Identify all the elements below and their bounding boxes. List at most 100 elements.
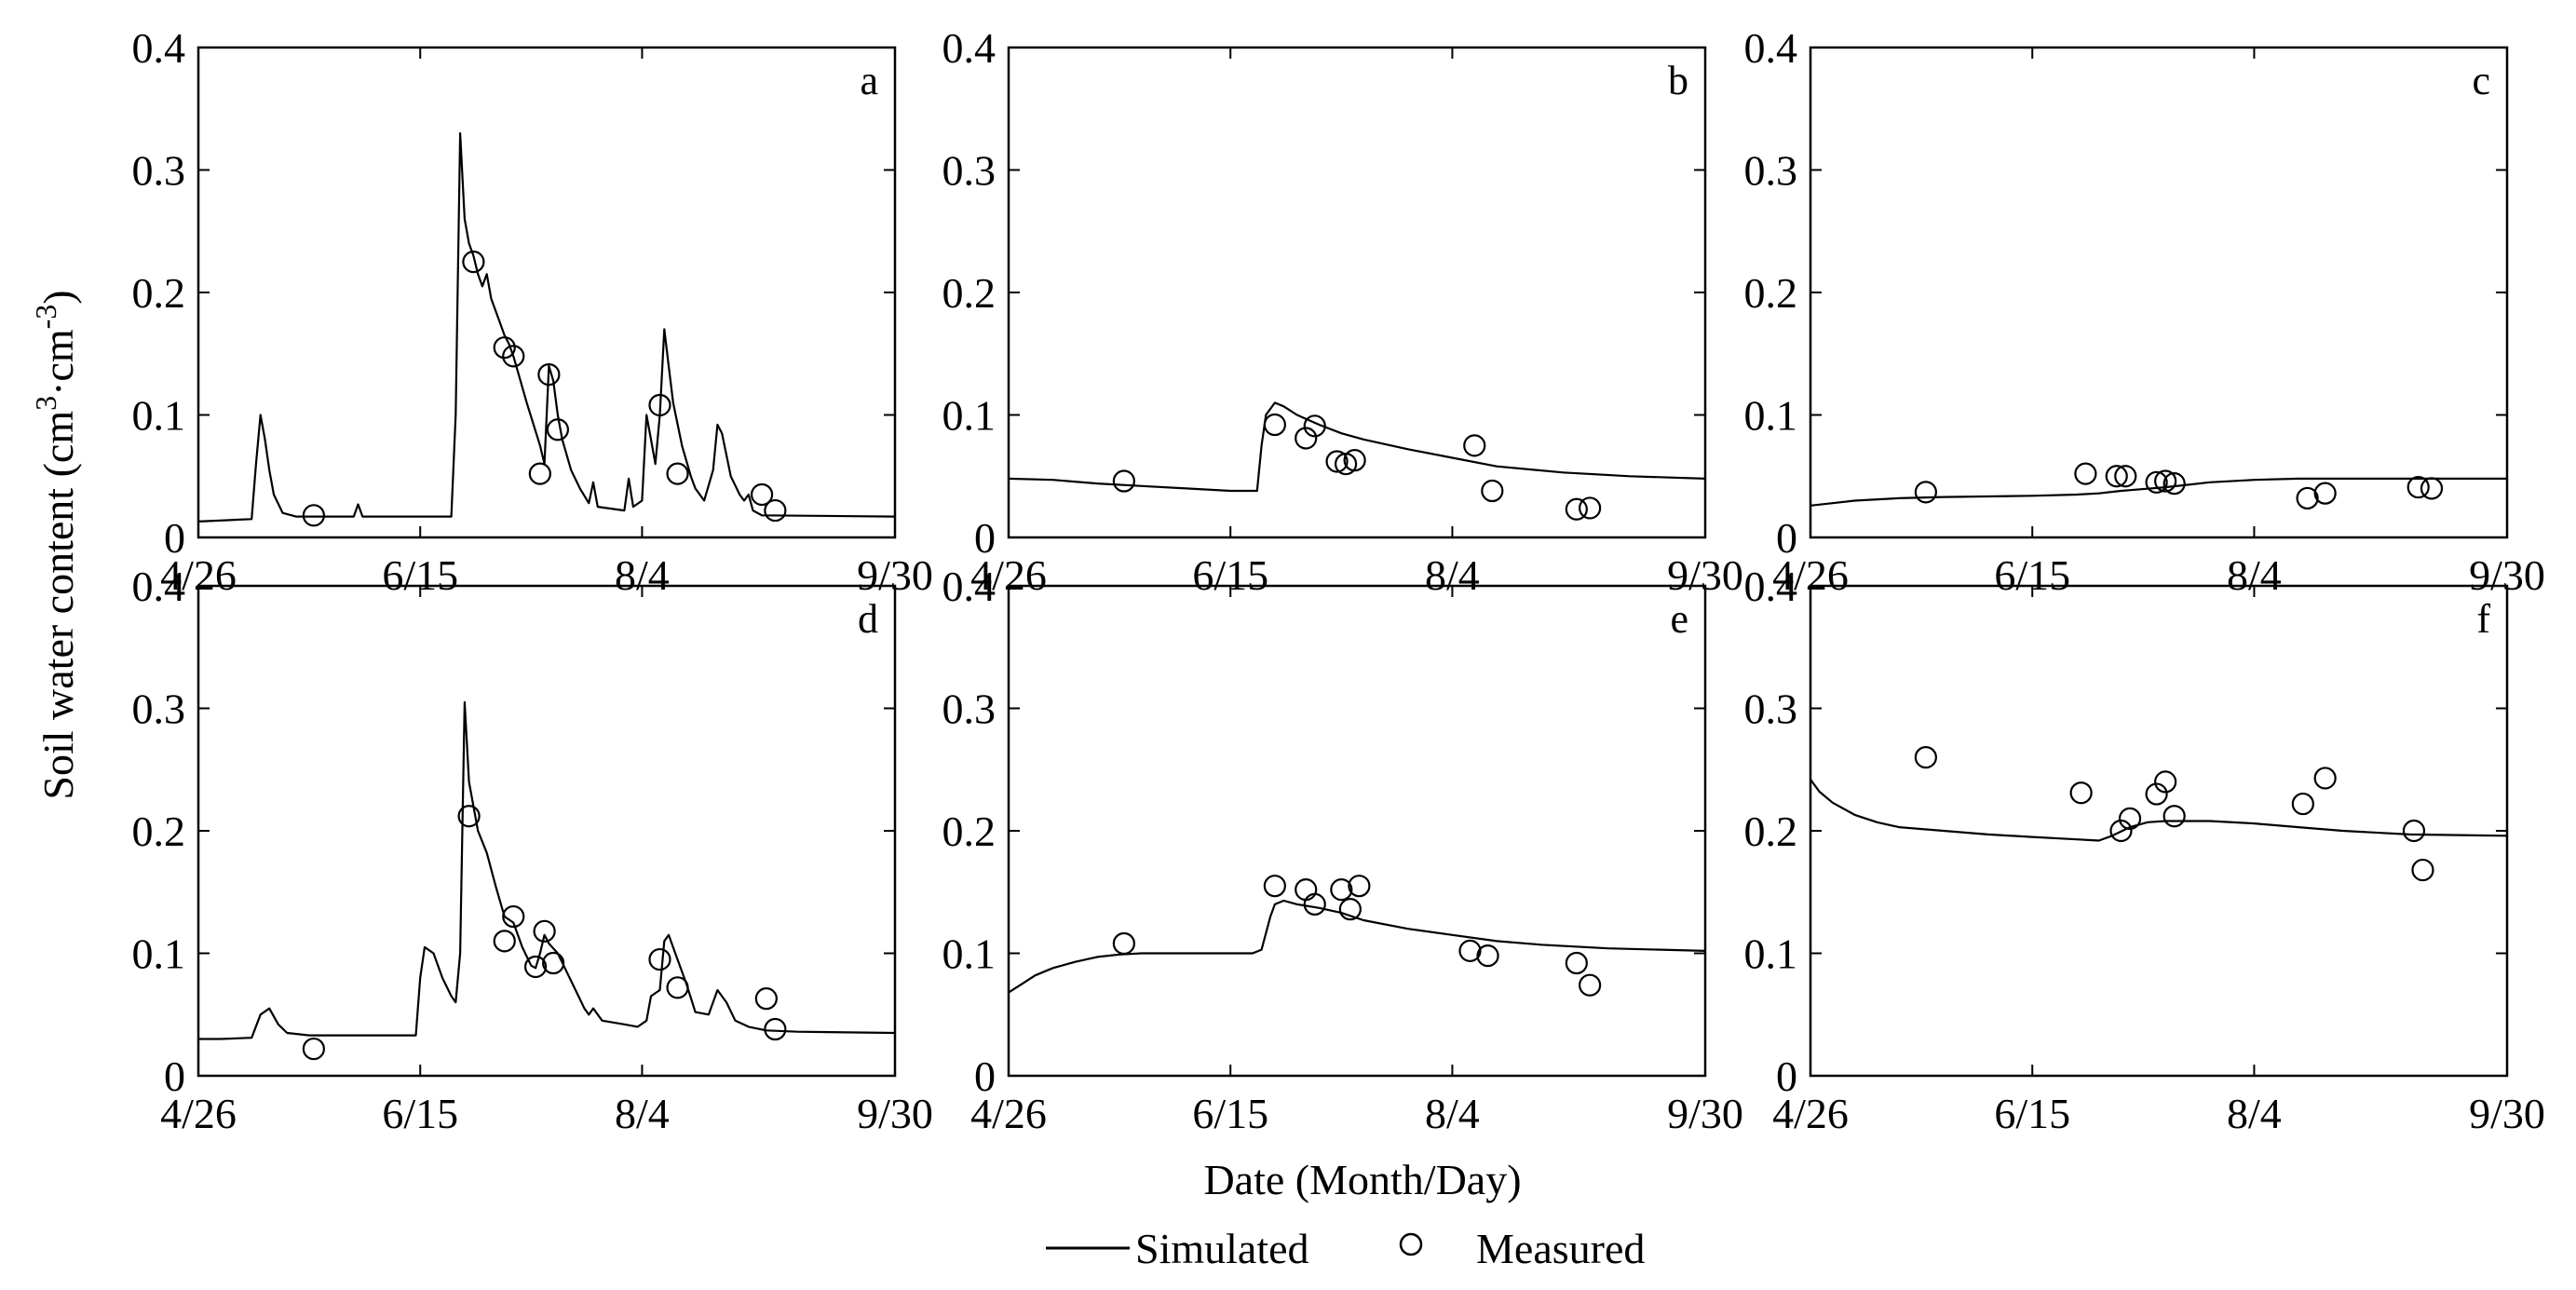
- panel-label-f: f: [2476, 596, 2490, 642]
- y-tick-label-d: 0: [164, 1052, 185, 1100]
- measured-point-f: [2411, 858, 2434, 882]
- y-tick-label-c: 0.4: [1744, 24, 1798, 72]
- measured-point-d: [302, 1037, 325, 1061]
- y-tick-label-e: 0.4: [942, 563, 997, 610]
- y-tick-label-a: 0.1: [132, 392, 186, 440]
- measured-point-f: [1914, 745, 1937, 769]
- y-tick-label-b: 0.4: [942, 24, 997, 72]
- simulated-line-e: [1008, 899, 1706, 994]
- plot-frame-f: [1809, 584, 2509, 1078]
- panel-d: 0 0.1 0.2 0.3 0.4 4/26 6/15 8/4 9/30 d: [132, 563, 933, 1137]
- measured-point-a: [302, 504, 325, 527]
- measured-point-d: [502, 904, 525, 929]
- plot-frame-d: [197, 584, 897, 1078]
- measured-point-c: [2074, 462, 2097, 485]
- measured-point-a: [502, 345, 525, 368]
- y-tick-label-a: 0: [164, 514, 185, 562]
- measured-point-e: [1476, 944, 1499, 968]
- measured-point-c: [2105, 465, 2128, 488]
- measured-point-b: [1579, 496, 1602, 520]
- measured-point-a: [537, 363, 561, 387]
- x-tick-label-f: 6/15: [1994, 1090, 2070, 1137]
- panel-c: 00.10.20.30.44/26 6/15 8/4 9/30c: [1744, 24, 2545, 599]
- y-tick-label-b: 0.1: [942, 392, 997, 440]
- measured-point-c: [2145, 470, 2168, 494]
- y-tick-label-c: 0.2: [1744, 269, 1798, 317]
- measured-point-c: [2154, 469, 2177, 493]
- measured-point-e: [1348, 875, 1371, 898]
- measured-point-c: [2114, 465, 2137, 488]
- x-tick-label-e: 6/15: [1192, 1090, 1268, 1137]
- x-tick-label-d: 8/4: [615, 1090, 670, 1137]
- measured-point-d: [493, 930, 516, 953]
- measured-point-c: [2420, 477, 2444, 500]
- x-tick-label-e: 8/4: [1425, 1090, 1480, 1137]
- y-tick-label-d: 0.4: [132, 563, 186, 610]
- measured-point-e: [1565, 951, 1588, 975]
- measured-point-e: [1263, 875, 1286, 898]
- measured-point-d: [666, 976, 689, 999]
- plot-frame-e: [1007, 584, 1707, 1078]
- x-axis-label: Date (Month/Day): [1203, 1156, 1521, 1203]
- y-tick-label-b: 0.2: [942, 269, 997, 317]
- y-tick-label-f: 0.1: [1744, 930, 1798, 978]
- measured-point-a: [750, 482, 774, 507]
- measured-point-f: [2162, 805, 2186, 828]
- measured-point-b: [1303, 414, 1326, 438]
- measured-point-a: [666, 462, 689, 485]
- panel-label-a: a: [860, 58, 878, 103]
- measured-point-e: [1295, 878, 1318, 902]
- measured-point-a: [528, 462, 551, 485]
- measured-point-a: [648, 393, 671, 417]
- panel-f: 0 0.1 0.2 0.3 0.4 4/26 6/15 8/4 9/30 f: [1744, 563, 2545, 1137]
- measured-point-f: [2109, 819, 2133, 843]
- measured-point-b: [1263, 413, 1286, 437]
- y-tick-label-b: 0.3: [942, 147, 997, 195]
- y-tick-label-e: 0.3: [942, 686, 997, 733]
- y-tick-label-e: 0.1: [942, 930, 997, 978]
- measured-point-a: [493, 336, 516, 360]
- y-tick-label-f: 0: [1776, 1052, 1797, 1100]
- measured-point-b: [1481, 479, 1504, 503]
- legend-measured-label: Measured: [1476, 1225, 1645, 1272]
- y-tick-label-e: 0.2: [942, 808, 997, 855]
- measured-point-e: [1330, 878, 1353, 902]
- panel-label-e: e: [1670, 596, 1688, 642]
- measured-point-f: [2145, 782, 2168, 806]
- panel-label-d: d: [858, 596, 878, 642]
- x-tick-label-e: 4/26: [970, 1090, 1047, 1137]
- measured-point-c: [2162, 472, 2186, 496]
- measured-point-b: [1565, 497, 1588, 521]
- measured-point-f: [2291, 792, 2314, 816]
- measured-point-b: [1343, 449, 1366, 472]
- panel-e: 0 0.1 0.2 0.3 0.4 4/26 6/15 8/4 9/30 e: [942, 563, 1743, 1137]
- simulated-line-c: [1810, 477, 2507, 507]
- x-tick-label-d: 4/26: [160, 1090, 237, 1137]
- measured-point-d: [533, 919, 556, 943]
- measured-point-b: [1295, 427, 1318, 450]
- measured-point-c: [2407, 475, 2430, 499]
- x-tick-label-e: 9/30: [1667, 1090, 1743, 1137]
- simulated-line-d: [198, 700, 896, 1040]
- legend-simulated-label: Simulated: [1135, 1225, 1309, 1272]
- measured-point-e: [1303, 892, 1326, 917]
- panel-b: 00.10.20.30.44/26 6/15 8/4 9/30b: [942, 24, 1743, 599]
- y-tick-label-d: 0.3: [132, 686, 186, 733]
- measured-point-c: [1914, 481, 1937, 504]
- y-tick-label-d: 0.2: [132, 808, 186, 855]
- measured-point-e: [1112, 931, 1135, 956]
- y-tick-label-e: 0: [974, 1052, 996, 1100]
- measured-point-a: [462, 251, 485, 274]
- panel-label-b: b: [1668, 58, 1688, 103]
- measured-point-f: [2118, 807, 2142, 830]
- measured-point-c: [2313, 482, 2337, 505]
- measured-point-a: [546, 418, 570, 441]
- simulated-line-b: [1008, 401, 1706, 493]
- x-tick-label-f: 4/26: [1772, 1090, 1849, 1137]
- y-tick-label-a: 0.2: [132, 269, 186, 317]
- measured-point-f: [2069, 781, 2093, 805]
- plot-frame-c: [1809, 46, 2509, 539]
- measured-point-e: [1579, 973, 1602, 997]
- measured-point-d: [523, 955, 548, 979]
